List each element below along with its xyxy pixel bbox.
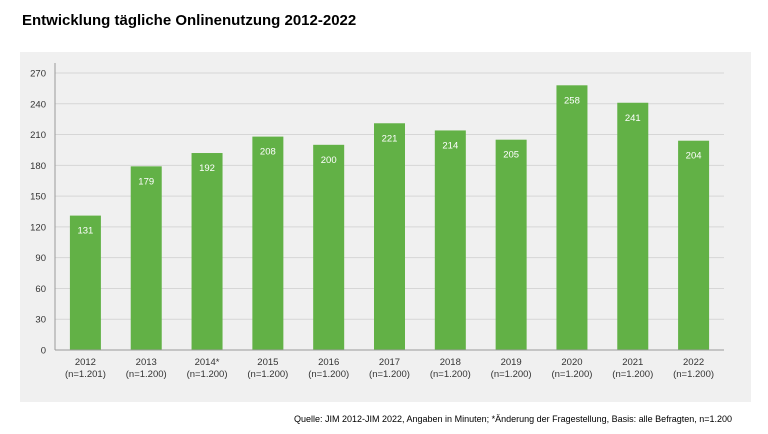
data-label: 258 (564, 95, 580, 106)
data-label: 131 (77, 226, 93, 237)
y-tick-label: 180 (30, 161, 46, 172)
data-label: 221 (382, 133, 398, 144)
x-tick-sublabel: (n=1.201) (65, 369, 106, 380)
data-label: 205 (503, 150, 519, 161)
y-tick-label: 30 (35, 315, 46, 326)
y-tick-label: 270 (30, 69, 46, 80)
x-tick-sublabel: (n=1.200) (612, 369, 653, 380)
data-label: 200 (321, 155, 337, 166)
y-tick-label: 240 (30, 99, 46, 110)
bar (556, 85, 588, 351)
x-tick-sublabel: (n=1.200) (551, 369, 592, 380)
data-label: 204 (686, 151, 702, 162)
x-tick-label: 2016 (318, 357, 339, 368)
x-tick-label: 2021 (622, 357, 643, 368)
x-tick-sublabel: (n=1.200) (430, 369, 471, 380)
x-tick-label: 2015 (257, 357, 278, 368)
x-tick-sublabel: (n=1.200) (308, 369, 349, 380)
bar (434, 130, 466, 350)
x-tick-label: 2014* (195, 357, 220, 368)
source-note: Quelle: JIM 2012-JIM 2022, Angaben in Mi… (293, 414, 732, 424)
bar (191, 153, 223, 350)
y-tick-label: 120 (30, 222, 46, 233)
bar (495, 139, 527, 350)
bar (374, 123, 405, 350)
y-tick-label: 90 (35, 253, 46, 264)
x-tick-sublabel: (n=1.200) (247, 369, 288, 380)
x-tick-label: 2018 (440, 357, 461, 368)
bar (130, 166, 162, 350)
x-tick-sublabel: (n=1.200) (187, 369, 228, 380)
bar (252, 136, 284, 350)
data-label: 208 (260, 147, 276, 158)
data-label: 241 (625, 113, 641, 124)
data-label: 179 (138, 176, 154, 187)
x-tick-sublabel: (n=1.200) (126, 369, 167, 380)
y-tick-label: 210 (30, 130, 46, 141)
bar (617, 102, 649, 350)
x-tick-label: 2020 (561, 357, 582, 368)
x-tick-label: 2019 (501, 357, 522, 368)
x-tick-sublabel: (n=1.200) (491, 369, 532, 380)
chart-title: Entwicklung tägliche Onlinenutzung 2012-… (22, 12, 357, 29)
bar (69, 215, 101, 350)
x-tick-sublabel: (n=1.200) (369, 369, 410, 380)
y-tick-label: 150 (30, 192, 46, 203)
y-tick-label: 60 (35, 284, 46, 295)
x-tick-label: 2013 (136, 357, 157, 368)
x-tick-label: 2017 (379, 357, 400, 368)
x-tick-label: 2012 (75, 357, 96, 368)
data-label: 214 (442, 140, 458, 151)
x-tick-label: 2022 (683, 357, 704, 368)
data-label: 192 (199, 163, 215, 174)
y-tick-label: 0 (41, 346, 46, 357)
x-tick-sublabel: (n=1.200) (673, 369, 714, 380)
bar (313, 144, 345, 350)
bar (678, 140, 710, 350)
